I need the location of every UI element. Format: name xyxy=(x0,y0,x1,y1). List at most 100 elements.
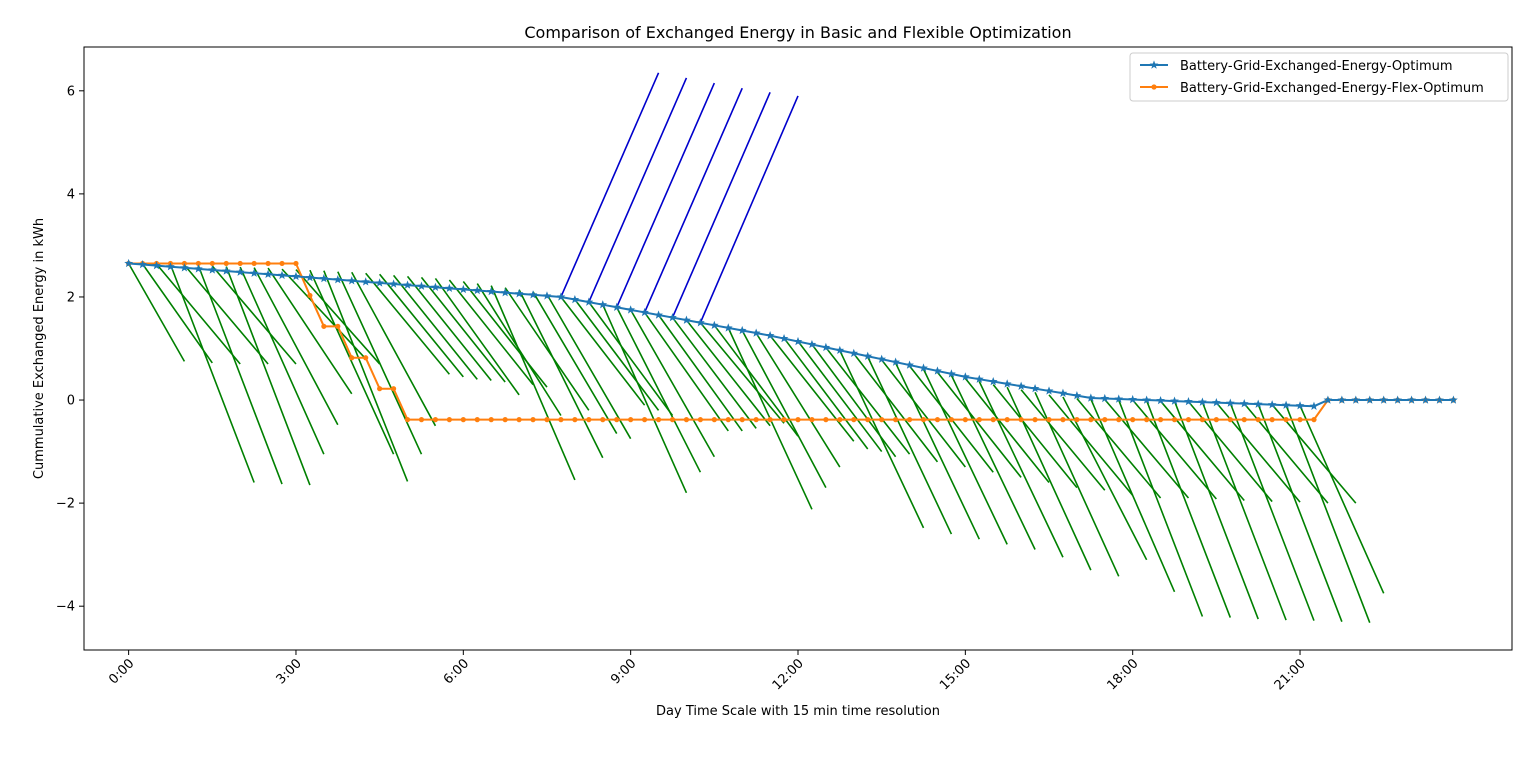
optimum-point xyxy=(1267,400,1277,409)
optimum-point xyxy=(1295,401,1305,410)
green-annotation-line xyxy=(741,330,827,489)
optimum-point xyxy=(263,269,273,278)
green-annotation-line xyxy=(797,340,883,453)
optimum-point xyxy=(500,288,510,297)
y-tick-label: −4 xyxy=(56,600,75,615)
green-annotation-line xyxy=(337,271,423,455)
optimum-point xyxy=(249,268,259,277)
green-annotation-line xyxy=(1034,391,1120,577)
flex-optimum-point xyxy=(251,260,257,267)
flex-optimum-point xyxy=(628,417,634,423)
flex-optimum-point xyxy=(962,417,968,423)
green-annotation-line xyxy=(1062,396,1148,561)
green-annotation-line xyxy=(867,356,953,535)
optimum-point xyxy=(1100,393,1110,403)
flex-optimum-point xyxy=(237,260,243,267)
flex-optimum-point xyxy=(1297,417,1303,423)
green-annotation-line xyxy=(685,319,771,427)
flex-optimum-point xyxy=(1088,417,1094,423)
optimum-point xyxy=(1072,391,1082,400)
optimum-point xyxy=(1156,395,1165,405)
optimum-point xyxy=(1128,394,1138,404)
flex-optimum-point xyxy=(990,417,996,423)
green-annotation-line xyxy=(1285,404,1371,623)
green-annotation-line xyxy=(1020,389,1106,491)
green-annotation-line xyxy=(588,301,674,416)
optimum-point xyxy=(1225,398,1235,407)
optimum-point xyxy=(542,291,552,300)
optimum-point xyxy=(528,290,538,299)
optimum-point xyxy=(180,263,189,272)
y-tick-label: 0 xyxy=(67,394,75,409)
blue-annotation-line xyxy=(699,95,799,324)
optimum-point xyxy=(863,351,873,360)
flex-optimum-point xyxy=(725,417,731,423)
optimum-point xyxy=(807,339,817,349)
flex-optimum-point xyxy=(920,417,927,423)
optimum-point xyxy=(347,276,357,285)
flex-optimum-point xyxy=(655,417,662,423)
flex-optimum-point xyxy=(837,417,843,423)
green-annotation-line xyxy=(490,285,576,481)
green-annotation-line xyxy=(839,350,925,529)
green-annotation-line xyxy=(518,289,604,459)
legend: Battery-Grid-Exchanged-Energy-Optimum Bat… xyxy=(1129,52,1509,102)
green-annotation-line xyxy=(434,277,520,396)
blue-annotation-line xyxy=(671,92,771,318)
green-annotation-line xyxy=(211,265,297,365)
green-annotation-line xyxy=(853,353,939,463)
flex-optimum-point xyxy=(418,417,425,423)
flex-optimum-point xyxy=(502,417,508,423)
flex-optimum-point xyxy=(809,417,815,423)
flex-optimum-point xyxy=(1060,417,1066,423)
optimum-point xyxy=(1044,386,1054,395)
green-annotation-line xyxy=(643,311,729,432)
optimum-point xyxy=(333,275,343,284)
optimum-point xyxy=(138,259,147,269)
green-annotation-line xyxy=(825,346,911,455)
green-annotation-line xyxy=(1145,400,1232,618)
flex-optimum-point xyxy=(446,417,452,423)
green-annotation-line xyxy=(602,304,688,494)
optimum-point xyxy=(891,357,900,366)
green-annotation-line xyxy=(267,267,353,395)
flex-optimum-point xyxy=(516,417,522,423)
flex-optimum-point xyxy=(307,292,313,299)
flex-optimum-point xyxy=(711,417,717,423)
legend-swatch-marker xyxy=(1149,60,1159,69)
green-annotation-line xyxy=(504,287,590,411)
flex-optimum-point xyxy=(1116,417,1122,423)
green-annotation-line xyxy=(1229,402,1315,621)
green-annotation-line xyxy=(1104,399,1190,499)
y-tick-label: 2 xyxy=(67,290,75,305)
optimum-point xyxy=(905,360,914,369)
green-annotation-line xyxy=(295,269,381,365)
y-axis-label: Cummulative Exchanged Energy in kWh xyxy=(32,218,47,479)
flex-optimum-point xyxy=(739,417,745,423)
flex-optimum-point xyxy=(1241,417,1247,423)
optimum-point xyxy=(1142,395,1152,404)
blue-annotation-line xyxy=(615,82,716,308)
optimum-point xyxy=(1379,395,1389,404)
optimum-point xyxy=(640,307,649,317)
green-annotation-line xyxy=(950,374,1036,550)
green-annotation-line xyxy=(1076,397,1162,499)
green-annotation-line xyxy=(281,268,367,360)
optimum-point xyxy=(1351,395,1361,404)
optimum-point xyxy=(1016,381,1026,390)
green-annotation-line xyxy=(169,264,255,483)
optimum-point xyxy=(598,300,608,309)
optimum-point xyxy=(933,366,942,375)
legend-swatch-marker xyxy=(1151,84,1157,90)
legend-label: Battery-Grid-Exchanged-Energy-Flex-Optim… xyxy=(1180,81,1484,96)
optimum-point xyxy=(682,315,691,324)
optimum-point xyxy=(193,264,203,273)
green-annotation-line xyxy=(197,265,283,485)
flex-optimum-point xyxy=(279,260,285,267)
green-annotation-line xyxy=(155,263,241,365)
green-annotation-line xyxy=(253,267,339,426)
optimum-point xyxy=(751,328,761,337)
flex-optimum-point xyxy=(851,417,857,423)
flex-optimum-point xyxy=(404,417,411,423)
